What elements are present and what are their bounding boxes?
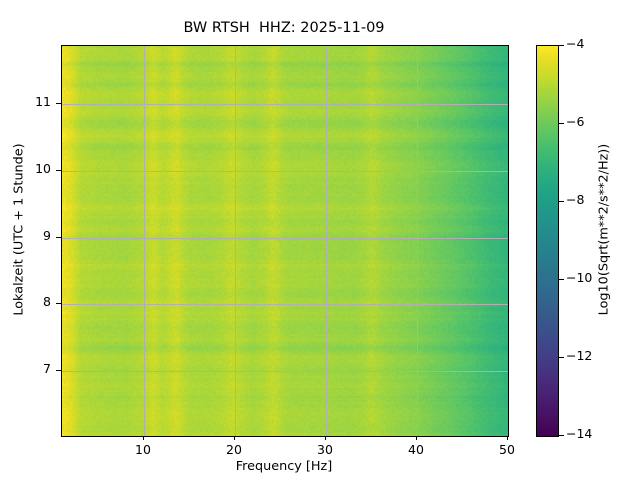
colorbar-tick-mark	[559, 123, 564, 124]
x-tick-mark	[143, 436, 144, 440]
y-tick-mark	[56, 103, 61, 104]
y-axis-label: Lokalzeit (UTC + 1 Stunde)	[11, 143, 27, 316]
y-tick-label: 8	[43, 294, 51, 309]
x-tick-mark	[507, 436, 508, 440]
spectrogram-image	[62, 46, 508, 436]
colorbar-tick-mark	[559, 435, 564, 436]
y-tick-mark	[56, 170, 61, 171]
colorbar-gradient	[537, 46, 558, 436]
y-tick-label: 7	[43, 361, 51, 376]
y-tick-label: 11	[35, 94, 51, 109]
y-tick-mark	[56, 370, 61, 371]
x-axis-label: Frequency [Hz]	[235, 459, 333, 474]
colorbar-label: Log10(Sqrt(m**2/s**2/Hz))	[596, 143, 612, 316]
colorbar-tick-label: −14	[566, 426, 593, 441]
colorbar-tick-label: −8	[566, 192, 585, 207]
y-tick-mark	[56, 303, 61, 304]
colorbar-tick-mark	[559, 45, 564, 46]
colorbar-tick-label: −12	[566, 348, 593, 363]
page-title: BW RTSH HHZ: 2025-11-09	[183, 20, 385, 36]
colorbar-tick-label: −6	[566, 114, 585, 129]
colorbar-tick-label: −10	[566, 270, 593, 285]
colorbar[interactable]	[536, 45, 559, 437]
colorbar-tick-label: −4	[566, 36, 585, 51]
y-tick-label: 10	[35, 161, 51, 176]
colorbar-tick-mark	[559, 357, 564, 358]
x-tick-mark	[416, 436, 417, 440]
x-tick-label: 30	[317, 442, 333, 457]
x-tick-label: 20	[226, 442, 242, 457]
colorbar-tick-mark	[559, 201, 564, 202]
x-tick-label: 50	[499, 442, 515, 457]
spectrogram-axes[interactable]	[61, 45, 509, 437]
x-tick-label: 10	[135, 442, 151, 457]
x-tick-mark	[325, 436, 326, 440]
x-tick-mark	[234, 436, 235, 440]
y-tick-mark	[56, 237, 61, 238]
x-tick-label: 40	[408, 442, 424, 457]
y-tick-label: 9	[43, 228, 51, 243]
colorbar-tick-mark	[559, 279, 564, 280]
